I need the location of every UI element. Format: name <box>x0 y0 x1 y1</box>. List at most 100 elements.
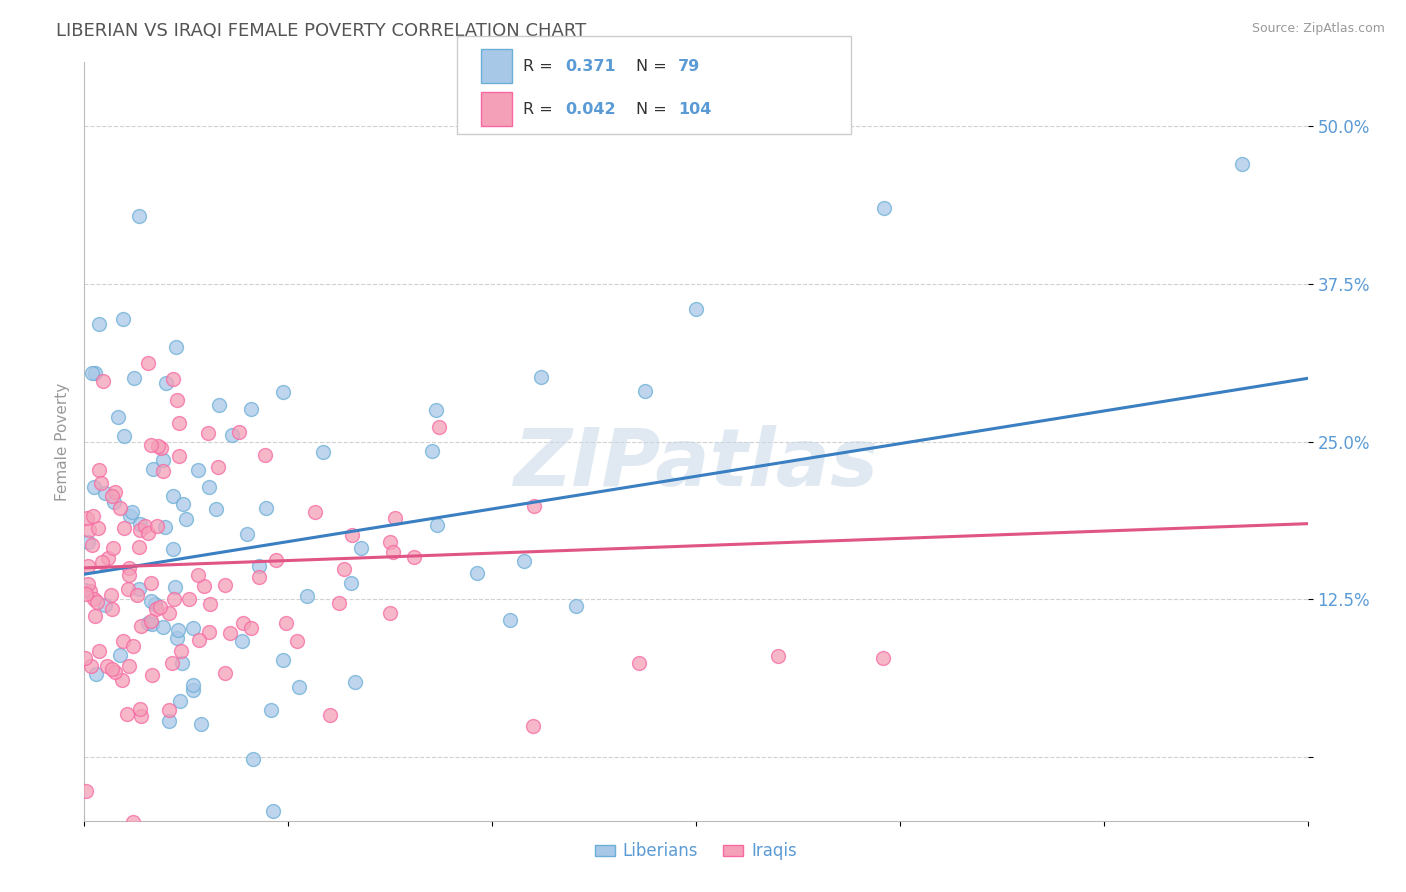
Point <box>128 702 150 716</box>
Point <box>288 680 311 694</box>
Point <box>197 426 219 441</box>
Point <box>187 632 209 647</box>
Point <box>239 621 262 635</box>
Text: ZIPatlas: ZIPatlas <box>513 425 879 503</box>
Point <box>141 438 163 452</box>
Point <box>83 480 105 494</box>
Point <box>82 366 104 380</box>
Point <box>146 439 169 453</box>
Point <box>228 425 250 439</box>
Point <box>219 625 242 640</box>
Point <box>166 392 188 407</box>
Text: 0.042: 0.042 <box>565 103 616 117</box>
Point <box>207 460 229 475</box>
Point <box>75 784 97 798</box>
Point <box>100 588 122 602</box>
Text: N =: N = <box>636 60 672 74</box>
Point <box>141 594 163 608</box>
Point <box>108 648 131 663</box>
Text: R =: R = <box>523 60 558 74</box>
Point <box>350 541 373 555</box>
Point <box>181 621 204 635</box>
Point <box>295 590 318 604</box>
Point <box>82 508 104 523</box>
Point <box>152 464 174 478</box>
Point <box>115 706 138 721</box>
Point <box>163 580 186 594</box>
Point <box>172 497 194 511</box>
Point <box>152 452 174 467</box>
Point <box>128 582 150 596</box>
Point <box>231 633 253 648</box>
Point <box>77 534 100 549</box>
Point <box>285 634 308 648</box>
Point <box>122 639 145 653</box>
Point <box>523 499 546 513</box>
Point <box>200 597 222 611</box>
Point <box>232 615 254 630</box>
Point <box>513 553 536 567</box>
Point <box>139 614 162 628</box>
Text: LIBERIAN VS IRAQI FEMALE POVERTY CORRELATION CHART: LIBERIAN VS IRAQI FEMALE POVERTY CORRELA… <box>56 22 586 40</box>
Point <box>169 694 191 708</box>
Point <box>139 576 162 591</box>
Point <box>522 719 544 733</box>
Point <box>208 398 231 412</box>
Point <box>111 673 134 687</box>
Point <box>157 606 180 620</box>
Point <box>80 658 103 673</box>
Point <box>187 463 209 477</box>
Point <box>117 582 139 597</box>
Point <box>152 620 174 634</box>
Point <box>75 651 97 665</box>
Point <box>402 550 425 565</box>
Point <box>87 521 110 535</box>
Point <box>103 541 125 555</box>
Point <box>76 511 98 525</box>
Point <box>183 677 205 691</box>
Point <box>766 649 789 664</box>
Point <box>111 633 134 648</box>
Point <box>94 486 117 500</box>
Point <box>266 553 288 567</box>
Point <box>162 541 184 556</box>
Point <box>167 623 190 637</box>
Point <box>262 804 284 818</box>
Point <box>235 526 257 541</box>
Point <box>136 525 159 540</box>
Point <box>111 312 134 326</box>
Point <box>145 601 167 615</box>
Point <box>143 597 166 611</box>
Point <box>87 463 110 477</box>
Point <box>103 494 125 508</box>
Legend: Liberians, Iraqis: Liberians, Iraqis <box>588 836 804 867</box>
Y-axis label: Female Poverty: Female Poverty <box>55 383 70 500</box>
Point <box>136 356 159 370</box>
Point <box>112 521 135 535</box>
Point <box>499 613 522 627</box>
Point <box>121 505 143 519</box>
Text: R =: R = <box>523 103 558 117</box>
Point <box>340 576 363 591</box>
Point <box>384 511 406 525</box>
Point <box>163 592 186 607</box>
Point <box>87 643 110 657</box>
Text: Source: ZipAtlas.com: Source: ZipAtlas.com <box>1251 22 1385 36</box>
Point <box>104 665 127 679</box>
Point <box>260 703 283 717</box>
Point <box>107 409 129 424</box>
Point <box>167 449 190 463</box>
Point <box>141 668 163 682</box>
Point <box>162 489 184 503</box>
Point <box>120 508 142 523</box>
Point <box>254 501 277 516</box>
Point <box>80 538 103 552</box>
Point <box>221 427 243 442</box>
Point <box>170 656 193 670</box>
Point <box>101 489 124 503</box>
Point <box>253 448 276 462</box>
Point <box>190 717 212 731</box>
Point <box>118 561 141 575</box>
Point <box>186 567 208 582</box>
Point <box>247 559 270 574</box>
